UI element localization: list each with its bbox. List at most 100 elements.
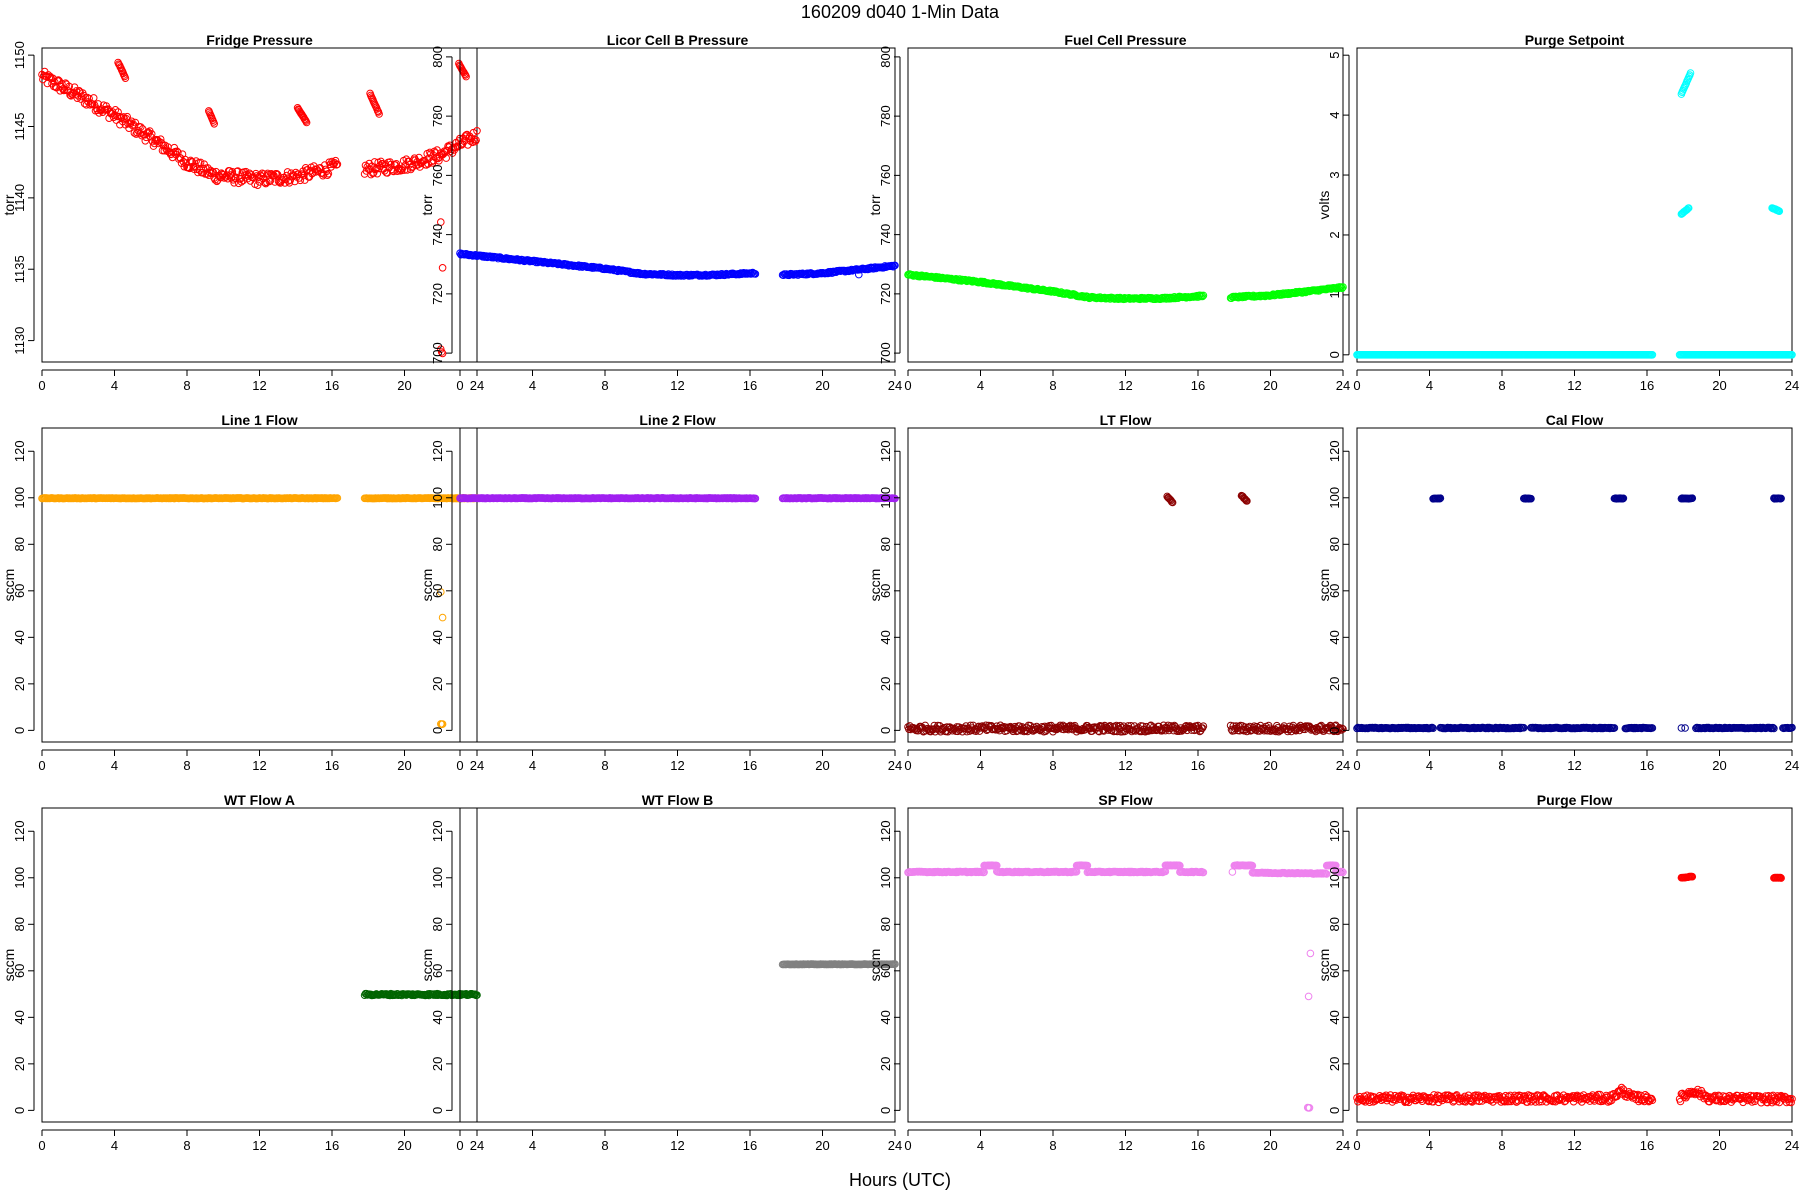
x-tick-label: 16 [743,378,757,393]
y-axis-label: volts [1316,191,1332,220]
plot-frame [41,807,478,1123]
x-tick-label: 20 [815,378,829,393]
data-point [89,94,98,102]
y-tick-label: 80 [430,537,445,551]
data-point [60,86,68,95]
panel-title: Cal Flow [1546,412,1604,428]
data-point [209,168,218,176]
x-tick-label: 8 [601,758,608,773]
x-tick-label: 20 [1712,1138,1726,1153]
x-tick-label: 0 [38,378,45,393]
y-tick-label: 0 [1327,727,1342,734]
y-tick-label: 100 [1327,867,1342,889]
x-tick-label: 12 [1567,378,1581,393]
x-tick-label: 4 [977,1138,984,1153]
y-tick-label: 120 [1327,440,1342,462]
x-tick-label: 0 [904,758,911,773]
data-point [471,137,480,146]
x-tick-label: 20 [397,758,411,773]
y-tick-label: 60 [1327,964,1342,978]
y-tick-label: 120 [878,440,893,462]
data-point [210,120,218,128]
x-tick-label: 12 [1567,758,1581,773]
data-point [462,72,470,81]
x-tick-label: 0 [456,1138,463,1153]
y-tick-label: 40 [878,1010,893,1024]
data-point [889,262,898,271]
x-tick-label: 20 [1712,758,1726,773]
x-tick-label: 8 [1049,378,1056,393]
data-point [260,170,268,178]
data-point [429,156,438,165]
y-tick-label: 20 [878,677,893,691]
x-tick-label: 8 [1498,758,1505,773]
x-tick-label: 12 [252,1138,266,1153]
panel-title: LT Flow [1100,412,1152,428]
data-point [1228,868,1237,876]
x-tick-label: 24 [888,1138,902,1153]
data-point [78,92,86,101]
x-tick-label: 20 [815,758,829,773]
y-tick-label: 720 [878,283,893,305]
y-tick-label: 60 [12,584,27,598]
data-point [1338,284,1346,293]
x-tick-label: 4 [529,1138,536,1153]
data-point [362,167,371,175]
x-tick-label: 20 [815,1138,829,1153]
data-points [38,494,481,729]
data-point [751,270,760,278]
y-tick-label: 1145 [12,113,27,141]
y-tick-label: 60 [430,584,445,598]
plot-frame [1356,807,1793,1123]
y-tick-label: 2 [1327,231,1342,238]
y-tick-label: 720 [430,283,445,305]
y-tick-label: 120 [12,820,27,842]
data-point [141,137,150,145]
data-point [228,168,237,176]
data-point [437,348,446,356]
data-points [1353,494,1796,733]
x-tick-label: 0 [456,758,463,773]
data-point [426,148,434,157]
data-point [472,136,480,144]
y-tick-label: 80 [878,917,893,931]
x-tick-label: 4 [1426,758,1433,773]
x-tick-label: 24 [1785,758,1799,773]
data-points [1353,69,1796,359]
data-point [438,264,447,272]
data-point [1198,292,1207,301]
data-point [365,159,374,168]
x-tick-label: 4 [529,378,536,393]
data-point [302,118,311,127]
data-point [185,164,194,173]
x-tick-label: 16 [1640,758,1654,773]
data-point [1304,992,1313,1001]
data-points [38,58,481,358]
x-tick-label: 0 [456,378,463,393]
y-tick-label: 0 [430,727,445,734]
x-tick-label: 16 [1191,378,1205,393]
x-tick-label: 16 [1640,378,1654,393]
data-point [132,130,140,138]
x-tick-label: 8 [183,758,190,773]
x-tick-label: 0 [904,1138,911,1153]
x-tick-label: 24 [1785,378,1799,393]
y-tick-label: 40 [430,630,445,644]
x-tick-label: 12 [670,378,684,393]
x-tick-label: 0 [1353,758,1360,773]
x-tick-label: 4 [977,758,984,773]
y-tick-label: 100 [12,867,27,889]
data-point [330,160,338,169]
panel-title: Purge Flow [1537,792,1613,808]
x-tick-label: 20 [1263,758,1277,773]
x-tick-label: 24 [888,378,902,393]
x-tick-label: 4 [111,378,118,393]
data-points [456,494,899,503]
panel-title: Fridge Pressure [206,32,313,48]
panel-title: WT Flow B [642,792,714,808]
x-tick-label: 16 [325,378,339,393]
data-point [230,179,238,187]
data-point [438,613,447,622]
data-points [904,270,1347,304]
y-tick-label: 80 [1327,917,1342,931]
